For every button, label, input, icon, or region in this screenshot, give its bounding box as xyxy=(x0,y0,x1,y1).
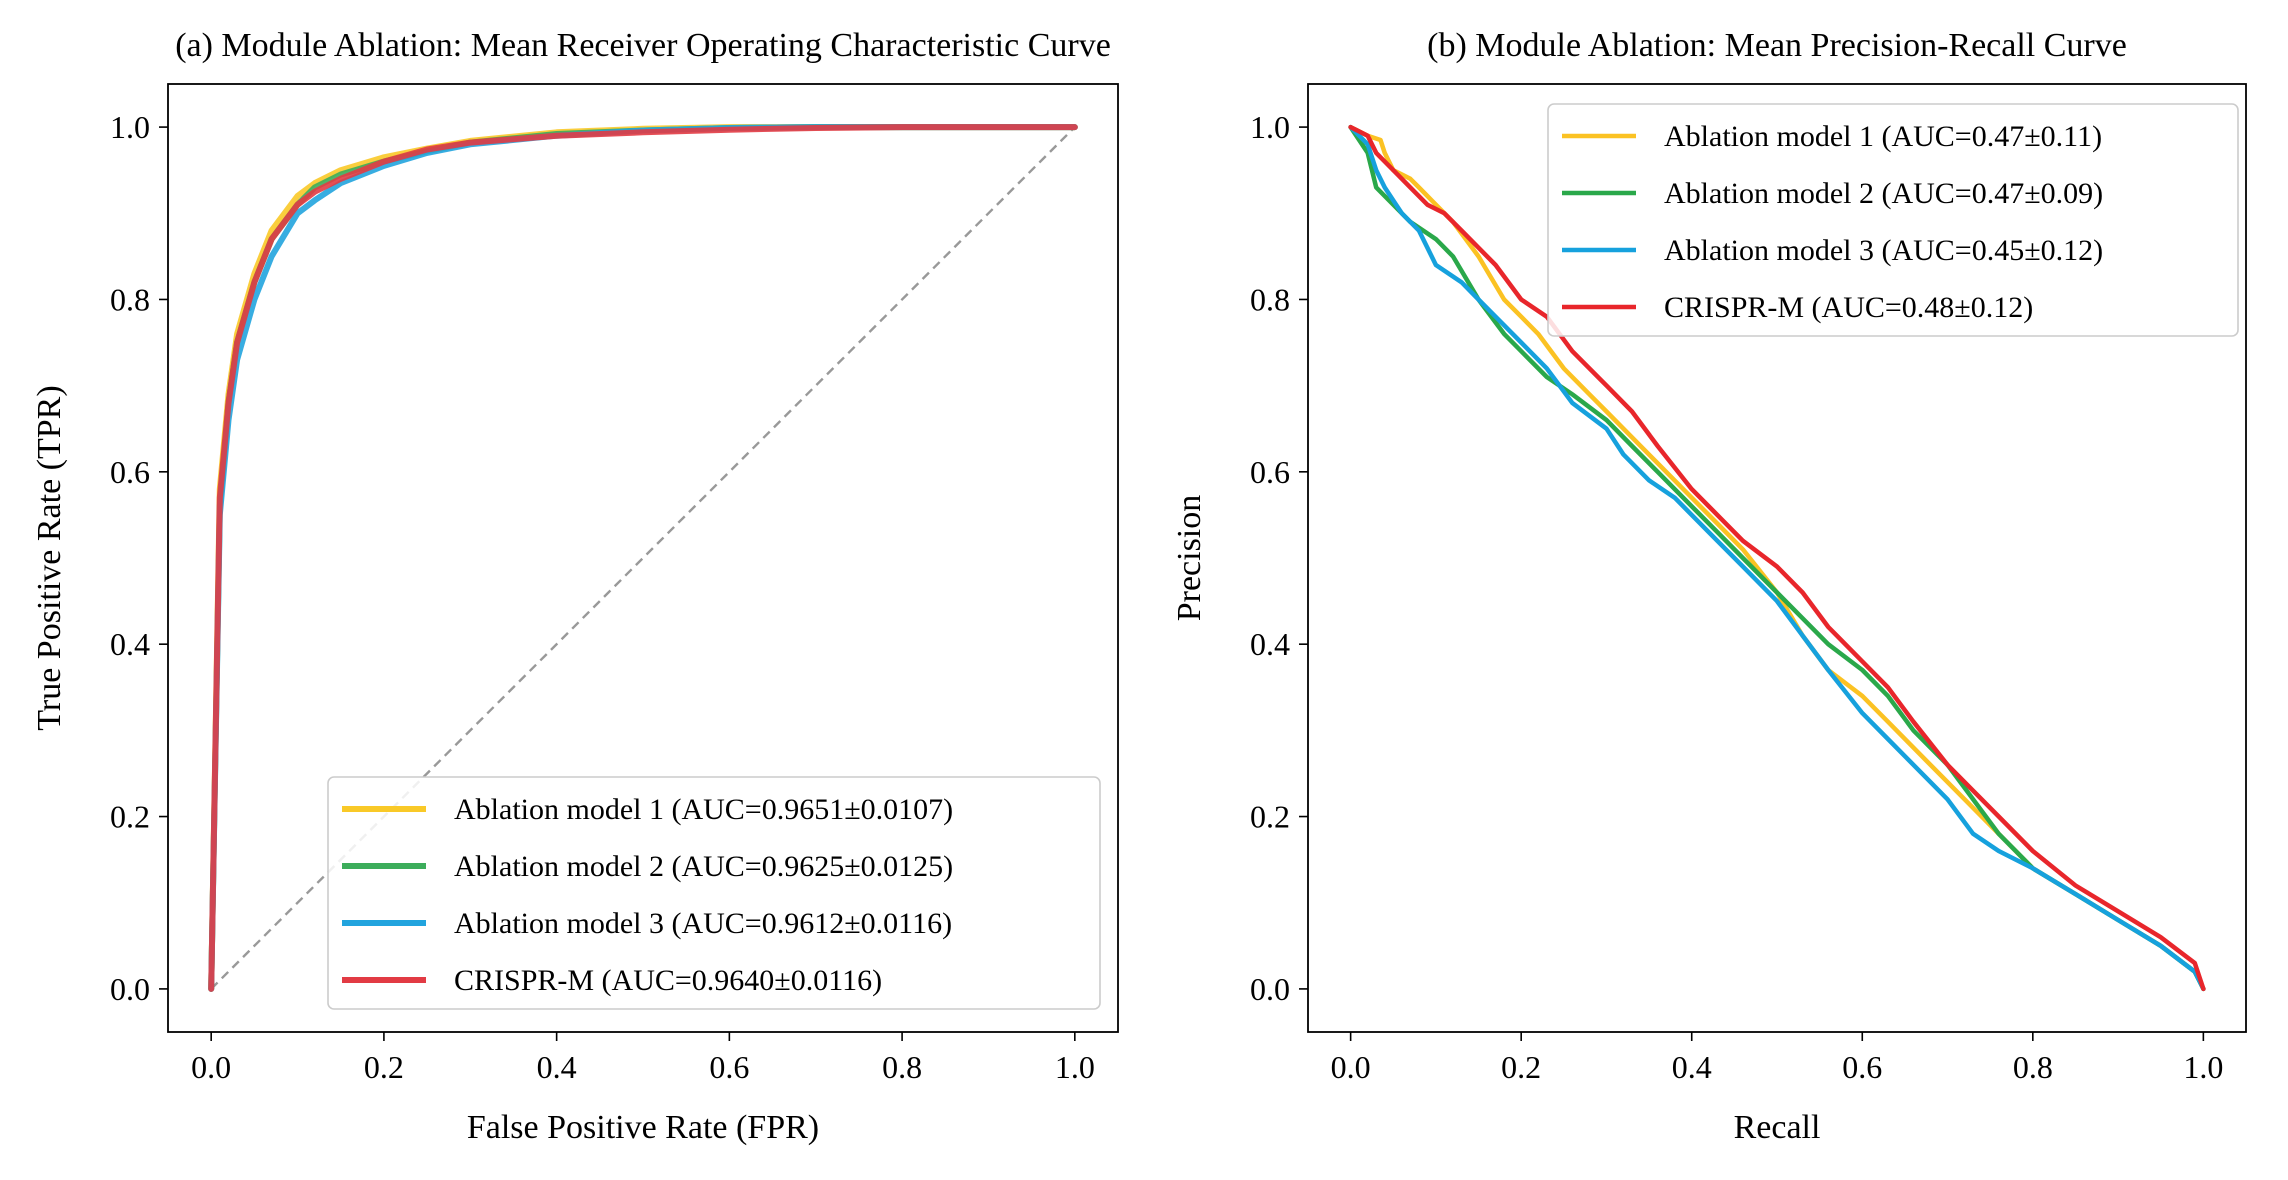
legend-label-4: CRISPR-M (AUC=0.9640±0.0116) xyxy=(454,964,882,997)
legend-label-3: Ablation model 3 (AUC=0.9612±0.0116) xyxy=(454,907,952,940)
series-line-3 xyxy=(1348,124,2206,992)
y-tick-label: 0.2 xyxy=(1250,799,1290,835)
legend: Ablation model 1 (AUC=0.9651±0.0107) Abla… xyxy=(327,776,1101,1010)
y-tick-label: 0.0 xyxy=(1250,971,1290,1007)
legend-label-1: Ablation model 1 (AUC=0.9651±0.0107) xyxy=(454,793,953,826)
y-tick-label: 0.2 xyxy=(110,799,150,835)
y-tick-label: 0.4 xyxy=(110,626,150,662)
x-tick-label: 1.0 xyxy=(1055,1049,1095,1085)
pr-chart-panel: (b) Module Ablation: Mean Precision-Reca… xyxy=(1171,27,2247,1146)
chart-title: (a) Module Ablation: Mean Receiver Opera… xyxy=(175,27,1111,64)
y-axis-label: True Positive Rate (TPR) xyxy=(31,385,68,730)
x-tick-label: 0.6 xyxy=(1842,1049,1882,1085)
x-axis-label: Recall xyxy=(1734,1109,1821,1146)
plot-frame xyxy=(167,83,1119,1033)
legend: Ablation model 1 (AUC=0.47±0.11) Ablation… xyxy=(1547,103,2239,337)
y-tick-label: 0.0 xyxy=(110,971,150,1007)
series-line-4 xyxy=(208,124,1078,992)
y-tick-label: 1.0 xyxy=(110,109,150,145)
legend-label-3: Ablation model 3 (AUC=0.45±0.12) xyxy=(1664,234,2103,267)
x-tick-label: 0.2 xyxy=(364,1049,404,1085)
plot-frame xyxy=(1307,83,2247,1033)
legend-label-2: Ablation model 2 (AUC=0.47±0.09) xyxy=(1664,177,2103,210)
y-axis-label: Precision xyxy=(1171,495,1208,622)
series-line-2 xyxy=(1348,124,2206,992)
legend-box xyxy=(327,776,1101,1010)
x-tick-label: 0.4 xyxy=(537,1049,577,1085)
x-tick-label: 0.2 xyxy=(1501,1049,1541,1085)
y-tick-label: 0.6 xyxy=(1250,454,1290,490)
y-tick-label: 0.8 xyxy=(1250,281,1290,317)
x-tick-label: 0.8 xyxy=(2013,1049,2053,1085)
x-tick-label: 0.8 xyxy=(882,1049,922,1085)
legend-label-4: CRISPR-M (AUC=0.48±0.12) xyxy=(1664,291,2033,324)
x-tick-label: 0.4 xyxy=(1672,1049,1712,1085)
x-tick-label: 0.0 xyxy=(1331,1049,1371,1085)
y-tick-label: 0.8 xyxy=(110,281,150,317)
y-tick-label: 0.6 xyxy=(110,454,150,490)
legend-label-2: Ablation model 2 (AUC=0.9625±0.0125) xyxy=(454,850,953,883)
roc-chart-panel: (a) Module Ablation: Mean Receiver Opera… xyxy=(31,27,1119,1146)
series-line-4 xyxy=(1348,124,2206,992)
x-tick-label: 1.0 xyxy=(2183,1049,2223,1085)
y-tick-label: 0.4 xyxy=(1250,626,1290,662)
x-axis-label: False Positive Rate (FPR) xyxy=(467,1109,819,1146)
legend-label-1: Ablation model 1 (AUC=0.47±0.11) xyxy=(1664,120,2102,153)
x-tick-label: 0.0 xyxy=(191,1049,231,1085)
legend-box xyxy=(1547,103,2239,337)
x-tick-label: 0.6 xyxy=(709,1049,749,1085)
y-tick-label: 1.0 xyxy=(1250,109,1290,145)
chart-title: (b) Module Ablation: Mean Precision-Reca… xyxy=(1427,27,2127,64)
